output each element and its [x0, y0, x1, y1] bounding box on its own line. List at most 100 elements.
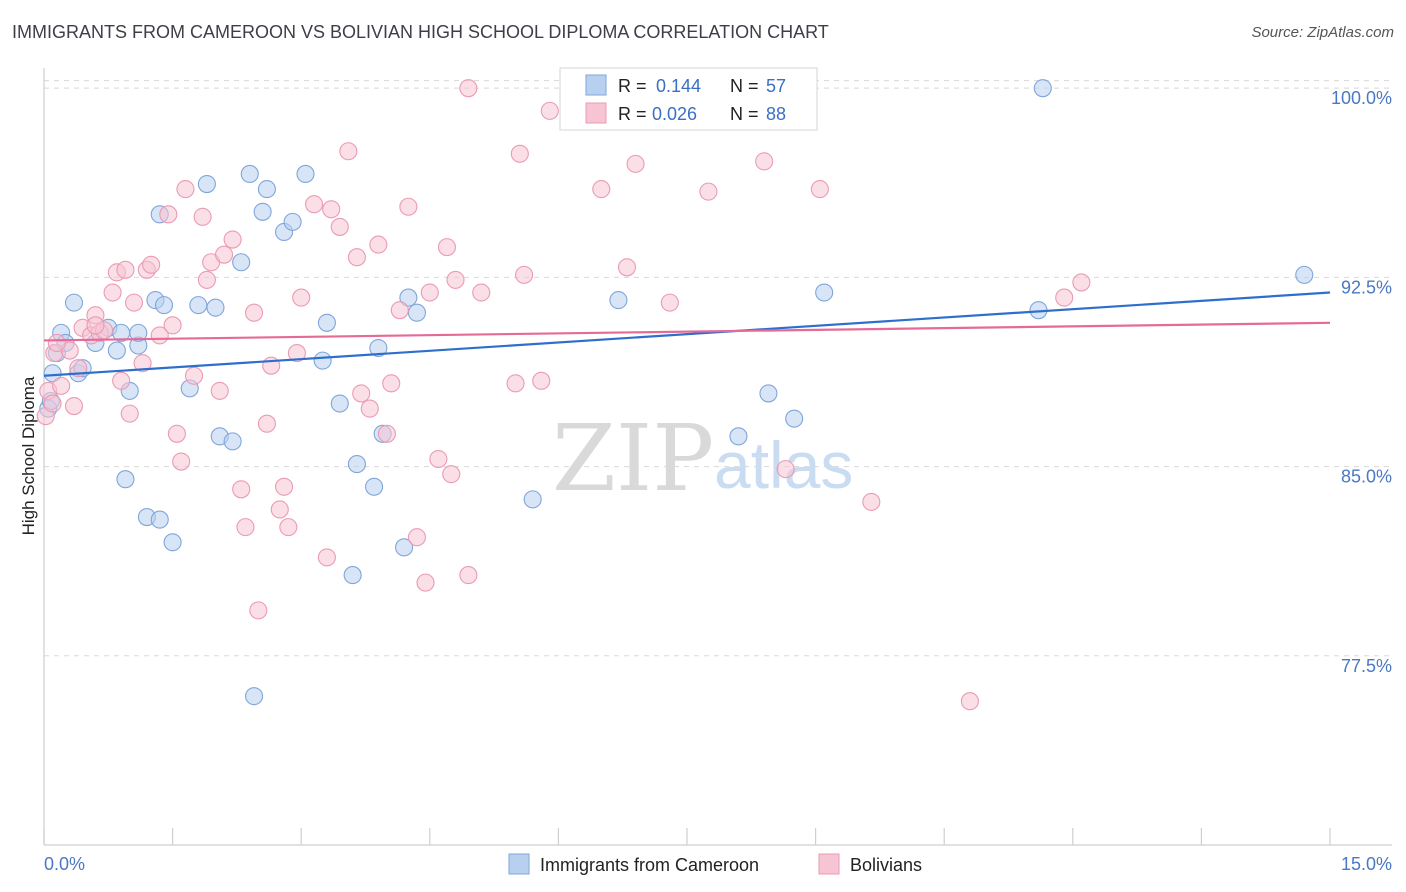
bolivian-point	[330, 217, 349, 236]
bolivian-point	[103, 283, 122, 302]
bolivian-point	[347, 248, 366, 267]
stats-r-label-2: R =	[618, 104, 647, 124]
cameroon-point	[154, 296, 174, 315]
bolivian-point	[176, 180, 195, 199]
bolivian-point	[360, 399, 379, 418]
bolivian-point	[862, 492, 881, 511]
bolivian-point	[446, 270, 465, 289]
bolivian-point	[810, 180, 829, 199]
bolivian-point	[270, 500, 289, 519]
cameroon-point	[150, 510, 169, 529]
bolivian-point	[197, 270, 216, 289]
bolivian-point	[159, 205, 178, 224]
bolivian-point	[232, 480, 251, 499]
cameroon-point	[313, 351, 332, 370]
bolivian-point	[172, 452, 191, 471]
cameroon-point	[399, 288, 418, 307]
cameroon-point	[206, 298, 225, 317]
cameroon-point	[244, 687, 264, 706]
bolivian-trend-line	[43, 321, 1331, 342]
bolivian-point	[214, 245, 234, 264]
bolivian-point	[407, 528, 426, 547]
stats-r-value-1: 0.144	[656, 76, 701, 96]
x-tick-marks	[43, 828, 1331, 845]
bolivian-point	[64, 396, 84, 416]
bolivian-point	[163, 316, 182, 335]
cameroon-point	[197, 174, 216, 194]
cameroon-point	[189, 296, 208, 315]
cameroon-point	[759, 384, 778, 403]
cameroon-point	[330, 394, 349, 413]
cameroon-point	[43, 364, 62, 383]
stats-swatch-pink	[585, 102, 607, 124]
x-tick-label-min: 0.0%	[44, 854, 85, 874]
x-tick-label-max: 15.0%	[1341, 854, 1392, 874]
cameroon-point	[343, 566, 362, 585]
bolivian-point	[86, 316, 105, 335]
bolivian-point	[510, 144, 529, 163]
stats-r-value-2: 0.026	[652, 104, 697, 124]
cameroon-point	[317, 313, 336, 332]
stats-n-label-1: N =	[730, 76, 759, 96]
bolivian-point	[429, 449, 448, 469]
bolivian-point	[52, 376, 71, 395]
legend-swatch-bolivians	[818, 853, 840, 875]
bolivian-point	[377, 424, 396, 443]
stats-swatch-blue	[585, 74, 607, 96]
bolivian-point	[116, 260, 135, 279]
bolivian-point	[617, 258, 637, 277]
trend-lines	[43, 291, 1331, 377]
bolivian-point	[210, 381, 229, 400]
bolivian-point	[960, 692, 979, 711]
bolivian-point	[437, 238, 456, 257]
y-tick-label: 92.5%	[1341, 277, 1392, 297]
bolivian-point	[236, 518, 255, 537]
chart-title: IMMIGRANTS FROM CAMEROON VS BOLIVIAN HIG…	[12, 22, 829, 42]
cameroon-point	[296, 164, 315, 184]
stats-r-label-1: R =	[618, 76, 647, 96]
cameroon-point	[347, 455, 366, 474]
bolivian-point	[275, 477, 294, 496]
bolivian-point	[390, 301, 409, 320]
bolivian-point	[249, 601, 268, 620]
cameroon-point	[129, 323, 148, 342]
bolivian-point	[257, 414, 276, 433]
y-tick-label: 77.5%	[1341, 656, 1392, 676]
axes	[43, 68, 1392, 846]
bolivian-point	[305, 195, 324, 214]
bolivian-point	[287, 344, 306, 363]
cameroon-point	[257, 180, 276, 199]
cameroon-point	[64, 293, 84, 312]
watermark: ZIP atlas	[552, 405, 853, 512]
cameroon-point	[283, 212, 302, 231]
y-tick-label: 85.0%	[1341, 467, 1392, 487]
cameroon-point	[253, 202, 272, 221]
bolivian-point	[184, 366, 204, 385]
bolivian-point	[133, 354, 152, 373]
cameroon-point	[815, 283, 834, 302]
legend: Immigrants from Cameroon Bolivians	[508, 853, 922, 875]
bolivian-point	[352, 384, 371, 403]
stats-n-value-1: 57	[766, 76, 786, 96]
y-tick-label: 100.0%	[1331, 88, 1392, 108]
bolivian-point	[322, 200, 341, 219]
cameroon-point	[163, 533, 182, 552]
bolivian-point	[540, 101, 559, 120]
bolivian-point	[279, 518, 298, 537]
stats-n-label-2: N =	[730, 104, 759, 124]
y-tick-labels: 77.5% 85.0% 92.5% 100.0%	[1331, 88, 1392, 676]
cameroon-trend-line	[43, 291, 1331, 377]
bolivian-point	[420, 283, 439, 302]
bolivian-point	[442, 465, 461, 484]
cameroon-point	[1295, 265, 1314, 284]
cameroon-point	[523, 490, 542, 509]
bolivian-point	[515, 265, 534, 284]
cameroon-point	[395, 538, 414, 557]
bolivian-point	[459, 79, 478, 98]
bolivian-point	[660, 293, 679, 312]
cameroon-point	[116, 470, 135, 489]
cameroon-point	[1033, 79, 1052, 98]
bolivian-point	[399, 197, 418, 216]
bolivian-point	[120, 404, 139, 423]
